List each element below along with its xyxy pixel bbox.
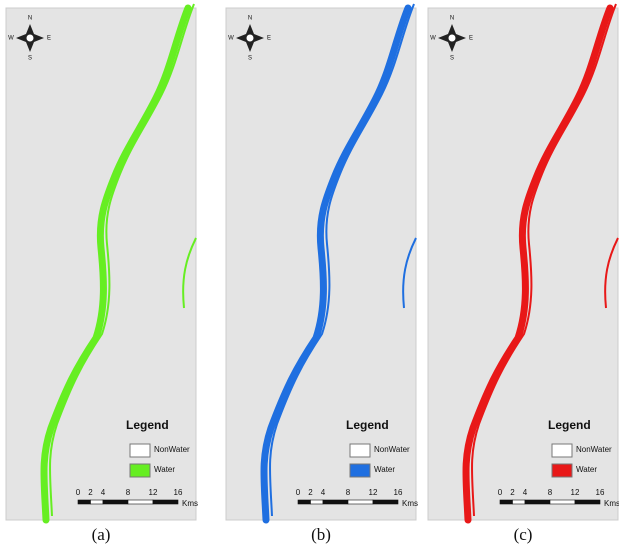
legend-swatch bbox=[130, 444, 150, 457]
compass-label: W bbox=[8, 36, 14, 42]
legend-label: Water bbox=[374, 465, 395, 474]
compass-label: S bbox=[248, 56, 252, 62]
caption: (b) bbox=[311, 525, 331, 544]
compass-label: N bbox=[28, 16, 32, 22]
scale-label: 4 bbox=[101, 488, 106, 497]
legend-swatch bbox=[350, 444, 370, 457]
scale-label: 4 bbox=[523, 488, 528, 497]
compass-center bbox=[448, 34, 456, 42]
legend-swatch bbox=[350, 464, 370, 477]
compass-label: W bbox=[430, 36, 436, 42]
scale-label: 8 bbox=[346, 488, 351, 497]
scale-segment bbox=[323, 500, 348, 504]
scale-segment bbox=[348, 500, 373, 504]
legend-swatch bbox=[130, 464, 150, 477]
scale-segment bbox=[550, 500, 575, 504]
legend-label: NonWater bbox=[576, 445, 612, 454]
caption: (a) bbox=[92, 525, 111, 544]
scale-segment bbox=[513, 500, 526, 504]
compass-label: N bbox=[248, 16, 252, 22]
scale-label: 16 bbox=[394, 488, 403, 497]
scale-label: 0 bbox=[296, 488, 301, 497]
scale-label: 2 bbox=[308, 488, 313, 497]
compass-label: N bbox=[450, 16, 454, 22]
scale-label: 16 bbox=[174, 488, 183, 497]
scale-label: 4 bbox=[321, 488, 326, 497]
scale-label: 8 bbox=[548, 488, 553, 497]
legend-title: Legend bbox=[346, 418, 389, 432]
scale-segment bbox=[575, 500, 600, 504]
scale-label: 2 bbox=[510, 488, 515, 497]
scale-unit: Kms bbox=[604, 499, 619, 508]
compass-label: E bbox=[267, 36, 271, 42]
scale-label: 16 bbox=[596, 488, 605, 497]
caption: (c) bbox=[514, 525, 533, 544]
scale-label: 0 bbox=[498, 488, 503, 497]
scale-label: 12 bbox=[369, 488, 378, 497]
legend-swatch bbox=[552, 444, 572, 457]
scale-unit: Kms bbox=[182, 499, 198, 508]
legend-title: Legend bbox=[126, 418, 169, 432]
scale-label: 0 bbox=[76, 488, 81, 497]
scale-label: 8 bbox=[126, 488, 131, 497]
scale-segment bbox=[525, 500, 550, 504]
legend-label: NonWater bbox=[154, 445, 190, 454]
compass-label: W bbox=[228, 36, 234, 42]
scale-segment bbox=[373, 500, 398, 504]
scale-segment bbox=[500, 500, 513, 504]
scale-segment bbox=[128, 500, 153, 504]
legend-label: NonWater bbox=[374, 445, 410, 454]
compass-center bbox=[26, 34, 34, 42]
scale-segment bbox=[78, 500, 91, 504]
legend-label: Water bbox=[576, 465, 597, 474]
compass-label: E bbox=[469, 36, 473, 42]
scale-segment bbox=[311, 500, 324, 504]
scale-segment bbox=[298, 500, 311, 504]
legend-label: Water bbox=[154, 465, 175, 474]
scale-label: 12 bbox=[571, 488, 580, 497]
scale-segment bbox=[153, 500, 178, 504]
compass-center bbox=[246, 34, 254, 42]
compass-label: S bbox=[450, 56, 454, 62]
scale-label: 12 bbox=[149, 488, 158, 497]
legend-swatch bbox=[552, 464, 572, 477]
figure: NSEWLegendNonWaterWater02481216Kms(a)NSE… bbox=[0, 0, 619, 549]
scale-segment bbox=[103, 500, 128, 504]
scale-unit: Kms bbox=[402, 499, 418, 508]
scale-label: 2 bbox=[88, 488, 93, 497]
compass-label: E bbox=[47, 36, 51, 42]
compass-label: S bbox=[28, 56, 32, 62]
scale-segment bbox=[91, 500, 104, 504]
legend-title: Legend bbox=[548, 418, 591, 432]
